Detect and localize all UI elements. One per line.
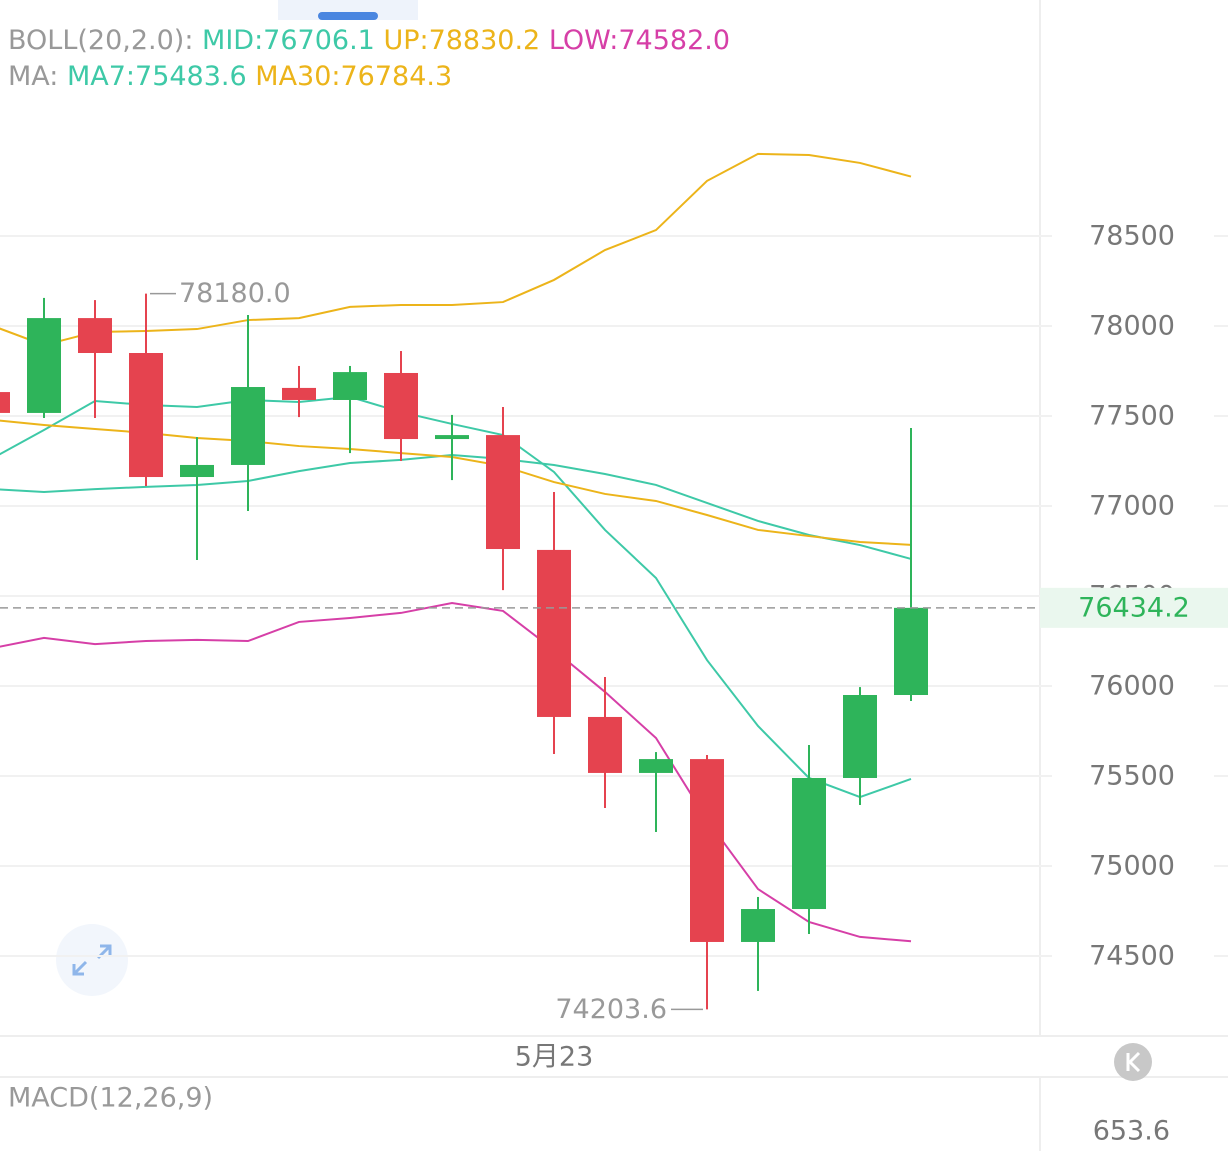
candle-body [537,549,571,717]
candle-body [741,909,775,942]
y-tick-label: 75000 [1089,851,1175,882]
candle-body [180,464,214,478]
legend-entry: MID:76706.1 [202,25,375,56]
y-tick-label: 77500 [1089,401,1175,432]
legend-row: BOLL(20,2.0): MID:76706.1 UP:78830.2 LOW… [8,25,730,56]
max-label: 78180.0 [179,278,291,309]
legend-entry: UP:78830.2 [383,25,540,56]
candle-body [843,695,877,778]
x-tick-label: 5月23 [515,1042,594,1073]
legend-entry: MA30:76784.3 [255,61,452,92]
last-price-box [1040,587,1228,628]
tab-indicator [318,12,378,20]
candle-body [0,392,10,413]
candle-body [333,372,367,400]
candle-body [384,372,418,440]
macd-tick-label: 653.6 [1093,1116,1170,1147]
plot: 7450075000755007600076500770007750078000… [0,152,1228,1073]
candle-body [27,318,61,413]
macd-title: MACD(12,26,9) [8,1083,213,1114]
legend-title: BOLL(20,2.0): [8,25,193,56]
candle-body [231,387,265,465]
reset-button[interactable] [1114,1043,1152,1081]
candle-body [894,607,928,696]
legend-entry: MA7:75483.6 [67,61,247,92]
candle-body [792,777,826,910]
y-tick-label: 75500 [1089,761,1175,792]
indicator-line [0,602,912,943]
y-tick-label: 74500 [1089,941,1175,972]
candle-body [588,716,622,773]
min-label: 74203.6 [555,994,667,1025]
y-tick-label: 78500 [1089,221,1175,252]
y-tick-label: 78000 [1089,311,1175,342]
tab[interactable] [278,0,418,20]
candle-body [486,435,520,550]
candle-body [129,353,163,478]
y-tick-label: 77000 [1089,491,1175,522]
candle-body [282,387,316,400]
candle-body [639,759,673,773]
indicator-line [0,152,912,347]
candle-body [78,318,112,354]
legend-entry: LOW:74582.0 [549,25,730,56]
legend-title: MA: [8,61,58,92]
y-tick-label: 76000 [1089,671,1175,702]
candle-body [435,435,469,440]
candle-body [690,759,724,942]
last-price-label: 76434.2 [1078,592,1190,623]
legend-row: MA: MA7:75483.6 MA30:76784.3 [8,61,452,92]
expand-button[interactable] [56,924,128,996]
